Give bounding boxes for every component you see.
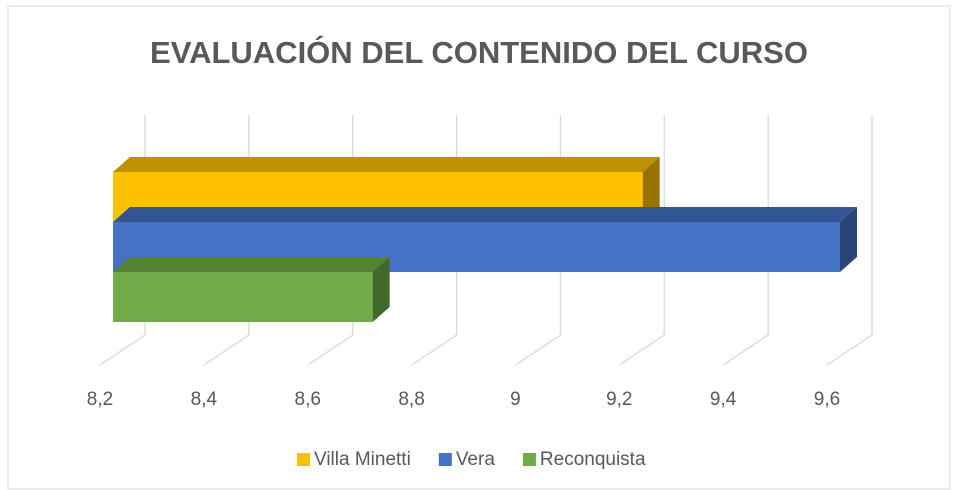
x-tick-label: 8,4 <box>191 389 218 410</box>
x-tick-label: 9,6 <box>814 389 840 410</box>
bar <box>113 257 390 322</box>
chart-title: EVALUACIÓN DEL CONTENIDO DEL CURSO <box>150 34 808 70</box>
x-tick-label: 9,2 <box>606 389 632 410</box>
x-tick-label: 8,6 <box>295 389 321 410</box>
x-tick-label: 8,8 <box>398 389 424 410</box>
legend-swatch <box>297 453 310 466</box>
x-tick-label: 9 <box>510 389 521 410</box>
grid-line <box>618 115 665 366</box>
bar-front <box>113 272 373 322</box>
legend-swatch <box>522 453 536 466</box>
grid-line <box>722 115 769 366</box>
bar-side <box>372 257 390 322</box>
bar-top <box>113 157 660 172</box>
x-tick-label: 9,4 <box>710 389 737 410</box>
bar-side <box>840 207 857 272</box>
bar-top <box>113 257 390 272</box>
legend-swatch <box>438 453 452 466</box>
bar-side <box>642 157 660 222</box>
grid-line <box>826 115 873 366</box>
legend-label: Vera <box>456 449 496 470</box>
legend-label: Reconquista <box>540 449 646 470</box>
legend-label: Villa Minetti <box>314 449 411 470</box>
bar-top <box>113 207 857 222</box>
x-tick-label: 8,2 <box>87 389 113 410</box>
